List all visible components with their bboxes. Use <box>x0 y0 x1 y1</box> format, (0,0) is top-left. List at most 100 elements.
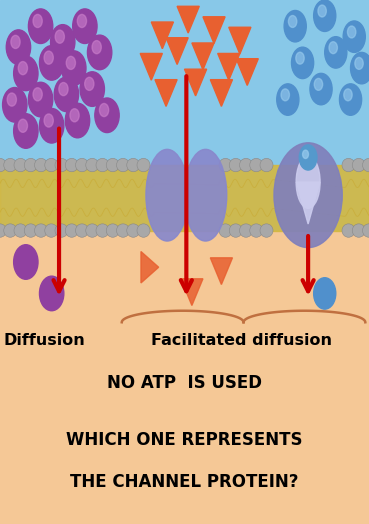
Circle shape <box>62 51 86 85</box>
Ellipse shape <box>342 158 355 172</box>
Ellipse shape <box>260 158 273 172</box>
Ellipse shape <box>76 224 89 237</box>
Circle shape <box>33 14 42 28</box>
Ellipse shape <box>229 224 242 237</box>
Circle shape <box>51 25 75 59</box>
Circle shape <box>314 0 336 31</box>
Ellipse shape <box>0 158 7 172</box>
Circle shape <box>6 30 31 64</box>
Ellipse shape <box>250 224 263 237</box>
Ellipse shape <box>35 224 48 237</box>
Ellipse shape <box>117 158 130 172</box>
Ellipse shape <box>76 158 89 172</box>
Polygon shape <box>218 53 240 80</box>
Ellipse shape <box>45 158 58 172</box>
Text: Diffusion: Diffusion <box>4 333 86 348</box>
Ellipse shape <box>342 224 355 237</box>
Circle shape <box>351 52 369 84</box>
Circle shape <box>65 103 90 138</box>
Ellipse shape <box>14 224 27 237</box>
Polygon shape <box>236 59 258 85</box>
Circle shape <box>99 103 109 117</box>
Circle shape <box>54 77 79 112</box>
Ellipse shape <box>86 158 99 172</box>
Circle shape <box>85 77 94 91</box>
Polygon shape <box>141 252 159 283</box>
Ellipse shape <box>362 158 369 172</box>
Ellipse shape <box>0 224 7 237</box>
Ellipse shape <box>86 224 99 237</box>
Polygon shape <box>140 53 162 80</box>
Ellipse shape <box>65 224 78 237</box>
Ellipse shape <box>352 158 365 172</box>
Circle shape <box>18 119 28 133</box>
Circle shape <box>70 108 79 122</box>
Circle shape <box>14 114 38 148</box>
Circle shape <box>14 56 38 91</box>
Ellipse shape <box>260 224 273 237</box>
Circle shape <box>92 40 101 54</box>
Ellipse shape <box>106 224 119 237</box>
Polygon shape <box>210 80 232 106</box>
Circle shape <box>344 89 352 101</box>
Circle shape <box>18 61 28 75</box>
Circle shape <box>329 42 337 53</box>
Ellipse shape <box>127 224 140 237</box>
Circle shape <box>292 47 314 79</box>
Circle shape <box>314 278 336 309</box>
Text: WHICH ONE REPRESENTS: WHICH ONE REPRESENTS <box>66 431 303 449</box>
Circle shape <box>87 35 112 70</box>
Polygon shape <box>229 27 251 54</box>
Circle shape <box>7 93 17 106</box>
Circle shape <box>284 10 306 42</box>
Circle shape <box>28 9 53 43</box>
Ellipse shape <box>4 158 17 172</box>
Ellipse shape <box>137 224 150 237</box>
Circle shape <box>314 79 323 90</box>
Polygon shape <box>192 43 214 70</box>
Ellipse shape <box>117 224 130 237</box>
Polygon shape <box>296 182 320 224</box>
Ellipse shape <box>219 224 232 237</box>
Ellipse shape <box>24 224 37 237</box>
Polygon shape <box>166 38 188 64</box>
Circle shape <box>33 88 42 101</box>
Circle shape <box>14 245 38 279</box>
Circle shape <box>44 51 54 64</box>
Text: NO ATP  IS USED: NO ATP IS USED <box>107 374 262 391</box>
Circle shape <box>95 98 119 133</box>
Polygon shape <box>177 6 199 33</box>
Circle shape <box>55 30 65 43</box>
Ellipse shape <box>296 156 320 208</box>
Ellipse shape <box>106 158 119 172</box>
Ellipse shape <box>127 158 140 172</box>
Ellipse shape <box>137 158 150 172</box>
Ellipse shape <box>184 149 227 241</box>
Ellipse shape <box>35 158 48 172</box>
Circle shape <box>296 52 304 64</box>
Ellipse shape <box>229 158 242 172</box>
Circle shape <box>325 37 347 68</box>
Circle shape <box>355 58 363 69</box>
Ellipse shape <box>24 158 37 172</box>
Ellipse shape <box>55 158 68 172</box>
Circle shape <box>348 26 356 38</box>
Circle shape <box>281 89 289 101</box>
Circle shape <box>39 46 64 80</box>
Ellipse shape <box>362 224 369 237</box>
Bar <box>0 0 369 231</box>
Circle shape <box>310 73 332 105</box>
Ellipse shape <box>146 149 189 241</box>
Circle shape <box>318 5 326 17</box>
Circle shape <box>39 276 64 311</box>
Circle shape <box>59 82 68 96</box>
Circle shape <box>277 84 299 115</box>
Circle shape <box>343 21 365 52</box>
Text: Facilitated diffusion: Facilitated diffusion <box>151 333 332 348</box>
Ellipse shape <box>14 158 27 172</box>
Ellipse shape <box>65 158 78 172</box>
Polygon shape <box>210 258 232 285</box>
Circle shape <box>3 88 27 122</box>
Ellipse shape <box>352 224 365 237</box>
Circle shape <box>303 150 308 158</box>
